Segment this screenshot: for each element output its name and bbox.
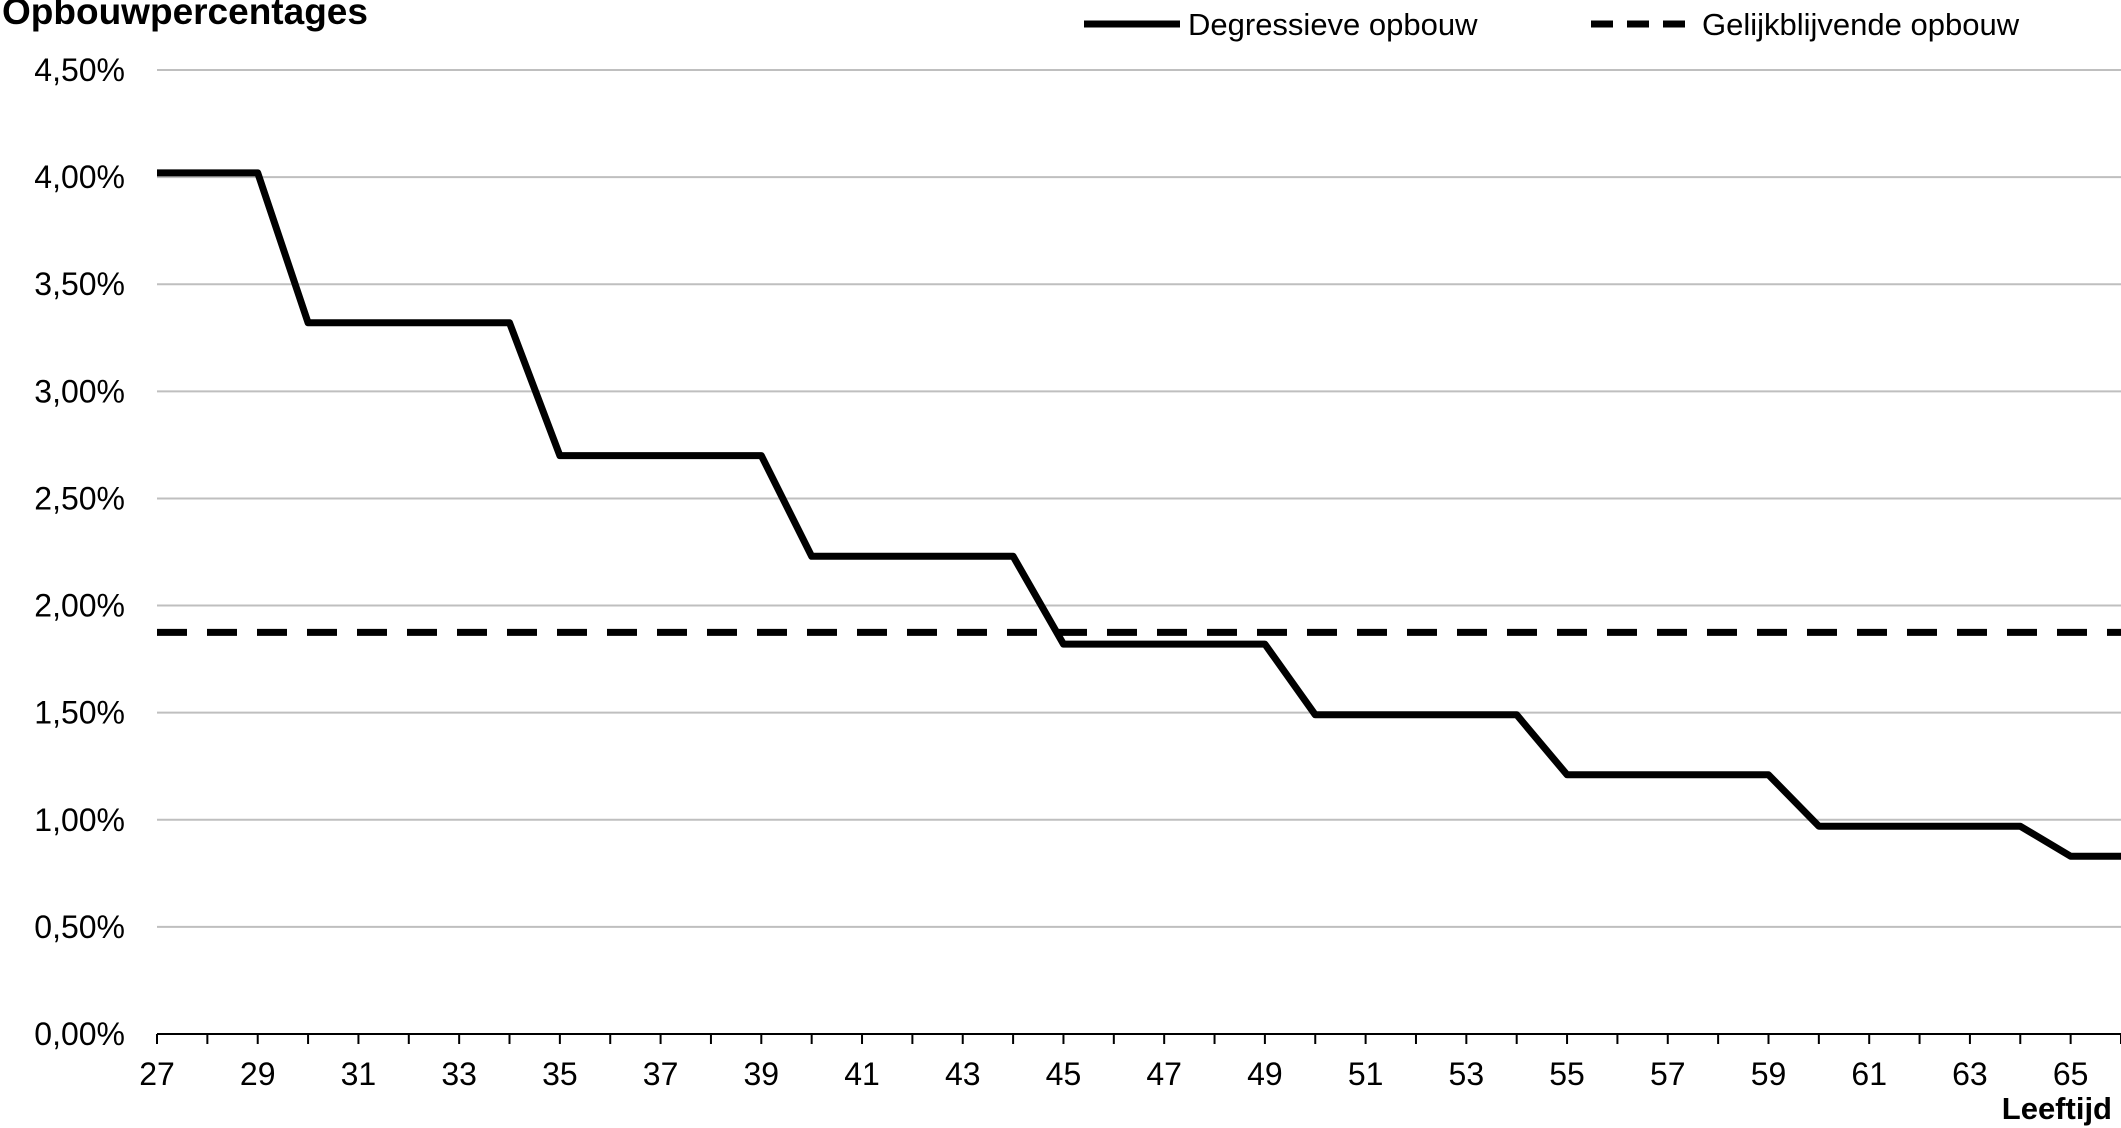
- x-tick-label: 27: [139, 1056, 175, 1092]
- gridlines: [157, 69, 2121, 928]
- x-tick-label: 43: [945, 1056, 981, 1092]
- x-tick-label: 49: [1247, 1056, 1283, 1092]
- x-tick-label: 57: [1650, 1056, 1686, 1092]
- y-tick-label: 4,50%: [34, 52, 125, 88]
- chart-title: Opbouwpercentages: [2, 0, 368, 32]
- x-tick-label: 41: [844, 1056, 880, 1092]
- x-tick-label: 47: [1146, 1056, 1182, 1092]
- x-tick-labels: 27 29 31 33 35 37 39 41 43 45 47 49 51 53 55 57 59 61 63 65: [139, 1056, 2088, 1092]
- y-tick-label: 2,50%: [34, 480, 125, 516]
- y-tick-label: 0,00%: [34, 1016, 125, 1052]
- x-tick-label: 59: [1751, 1056, 1787, 1092]
- x-axis: [156, 1033, 2121, 1044]
- x-tick-label: 37: [643, 1056, 679, 1092]
- x-tick-label: 63: [1952, 1056, 1988, 1092]
- series-lines: [157, 169, 2121, 860]
- legend-label-gelijkblijvende: Gelijkblijvende opbouw: [1702, 7, 2020, 42]
- x-tick-label: 55: [1549, 1056, 1585, 1092]
- y-tick-label: 3,50%: [34, 266, 125, 302]
- x-axis-title: Leeftijd: [2002, 1091, 2112, 1126]
- x-tick-label: 65: [2053, 1056, 2089, 1092]
- y-tick-label: 1,00%: [34, 802, 125, 838]
- y-tick-label: 0,50%: [34, 909, 125, 945]
- legend: Degressieve opbouw Gelijkblijvende opbou…: [1084, 7, 2020, 42]
- x-tick-label: 31: [341, 1056, 377, 1092]
- x-tick-label: 39: [744, 1056, 780, 1092]
- series-line-degressieve: [157, 169, 2121, 860]
- x-tick-label: 33: [441, 1056, 477, 1092]
- y-tick-label: 3,00%: [34, 373, 125, 409]
- x-tick-label: 51: [1348, 1056, 1384, 1092]
- y-tick-labels: 0,00% 0,50% 1,00% 1,50% 2,00% 2,50% 3,00% 3,50%…: [34, 52, 125, 1052]
- y-tick-label: 4,00%: [34, 159, 125, 195]
- x-tick-label: 45: [1046, 1056, 1082, 1092]
- x-tick-label: 35: [542, 1056, 578, 1092]
- y-tick-label: 2,00%: [34, 588, 125, 624]
- legend-label-degressieve: Degressieve opbouw: [1188, 7, 1478, 42]
- y-tick-label: 1,50%: [34, 695, 125, 731]
- x-tick-label: 61: [1851, 1056, 1887, 1092]
- x-tick-label: 53: [1449, 1056, 1485, 1092]
- x-tick-label: 29: [240, 1056, 276, 1092]
